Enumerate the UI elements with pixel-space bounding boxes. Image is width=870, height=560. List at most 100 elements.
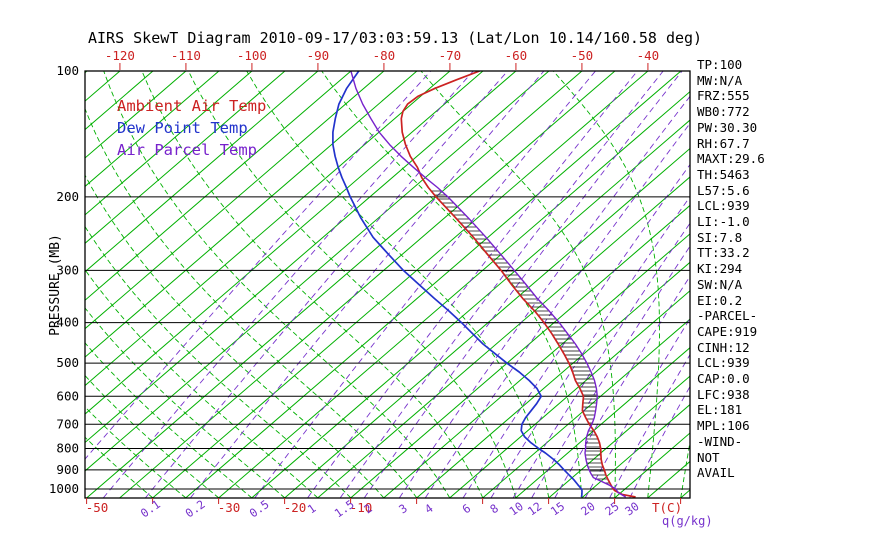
stat-line: MAXT:29.6 (697, 151, 765, 167)
stat-line: EI:0.2 (697, 292, 743, 308)
top-temp-tick-label: -70 (439, 48, 462, 63)
mixing-ratio-line (363, 71, 683, 498)
stat-line: RH:67.7 (697, 135, 750, 151)
moist-adiabat-line (85, 225, 352, 498)
bottom-temp-tick-label: -20 (284, 500, 307, 515)
stat-line: LFC:938 (697, 386, 750, 402)
stats-panel: TP:100 MW:N/A FRZ:555 WB0:772 PW:30.30 RH:67.… (697, 57, 765, 481)
stat-line: -WIND- (697, 433, 743, 449)
mixing-ratio-tick-label: 0.1 (138, 497, 163, 520)
axis-tick-labels: 100 200 300 400 500 600 700 800 900 1000 PRESSURE … (48, 48, 713, 528)
isotherm-line (85, 71, 187, 159)
sounding-curves (332, 71, 636, 498)
stat-line: TH:5463 (697, 166, 750, 182)
mixing-ratio-tick-label: 1 (305, 501, 319, 516)
mixing-ratio-line (254, 71, 596, 498)
curve-dew-point-temp (332, 71, 583, 498)
chart-title: AIRS SkewT Diagram 2010-09-17/03:03:59.1… (88, 29, 703, 47)
legend-dew-point-temp: Dew Point Temp (117, 119, 248, 137)
legend-ambient-air-temp: Ambient Air Temp (117, 97, 267, 115)
top-temp-tick-label: -120 (105, 48, 135, 63)
moist-adiabat-lines (85, 71, 690, 498)
stat-line: SW:N/A (697, 276, 743, 292)
legend-air-parcel-temp: Air Parcel Temp (117, 141, 257, 159)
mixing-ratio-lines (85, 71, 690, 498)
isotherm-line (284, 147, 690, 498)
top-temp-tick-label: -60 (505, 48, 528, 63)
top-temp-tick-label: -100 (237, 48, 267, 63)
moist-adiabat-line (85, 374, 220, 498)
mixing-ratio-line (307, 71, 638, 498)
stat-line: TT:33.2 (697, 245, 750, 261)
moist-adiabat-line (103, 71, 451, 498)
mixing-ratio-tick-label: 25 (602, 499, 621, 518)
mixing-ratio-line (609, 353, 690, 498)
isotherm-line (85, 71, 418, 358)
mixing-ratio-tick-label: 10 (506, 499, 525, 518)
stat-line: LCL:939 (697, 198, 750, 214)
mixing-ratio-line (512, 222, 690, 498)
isotherm-line (548, 375, 690, 498)
isotherm-line (85, 71, 88, 74)
pressure-tick-label: 100 (56, 63, 79, 78)
mixing-ratio-tick-label: 8 (487, 501, 501, 516)
stat-line: MW:N/A (697, 72, 743, 88)
isotherm-line (350, 204, 690, 498)
isotherm-line (85, 71, 319, 273)
mixing-ratio-line (554, 275, 690, 498)
isotherm-line (251, 119, 690, 498)
mixing-ratio-line (102, 71, 474, 498)
curve-air-parcel-temp (350, 71, 627, 498)
isotherm-line (218, 90, 690, 498)
pressure-axis-title: PRESSURE (MB) (48, 234, 63, 336)
pressure-tick-label: 800 (56, 440, 79, 455)
mixing-ratio-line (339, 71, 664, 498)
bottom-temp-tick-label: -50 (86, 500, 109, 515)
top-temp-tick-label: -50 (571, 48, 594, 63)
moist-adiabat-line (85, 107, 418, 498)
isotherm-line (85, 71, 550, 472)
stat-line: KI:294 (697, 261, 743, 277)
mixing-ratio-line (531, 245, 690, 498)
mixing-ratio-tick-label: 30 (622, 499, 641, 518)
isotherm-line (85, 71, 286, 245)
isotherm-line (482, 318, 690, 498)
moist-adiabat-line (141, 71, 484, 498)
moist-adiabat-line (85, 174, 385, 498)
stat-line: MPL:106 (697, 418, 750, 434)
stat-line: SI:7.8 (697, 229, 743, 245)
mixing-ratio-line (629, 385, 690, 498)
pressure-tick-label: 900 (56, 462, 79, 477)
mixing-ratio-line (145, 71, 508, 498)
mixing-ratio-line (85, 71, 432, 460)
pressure-tick-label: 400 (56, 315, 79, 330)
moist-adiabat-line (321, 71, 583, 498)
isotherm-line (85, 71, 451, 387)
isotherm-line (85, 71, 517, 444)
mixing-ratio-tick-label: 6 (460, 501, 474, 516)
isotherm-line (85, 71, 352, 301)
stat-line: LI:-1.0 (697, 214, 750, 230)
isotherm-line (85, 71, 385, 330)
curve-ambient-air-temp (400, 71, 636, 498)
mixing-ratio-line (490, 195, 690, 498)
isotherm-line (185, 71, 682, 498)
isotherm-line (119, 71, 616, 498)
pressure-tick-label: 1000 (49, 481, 79, 496)
top-temp-tick-label: -110 (171, 48, 201, 63)
mixing-ratio-tick-label: 4 (422, 501, 436, 516)
mixing-ratio-tick-label: 0.2 (183, 497, 208, 520)
moist-adiabat-line (85, 269, 319, 498)
stat-line: CINH:12 (697, 339, 750, 355)
mixing-ratio-line (399, 95, 690, 498)
isotherm-line (85, 71, 253, 216)
mixing-ratio-line (424, 122, 690, 498)
moist-adiabat-line (246, 71, 550, 498)
top-temp-tick-label: -40 (637, 48, 660, 63)
bottom-temp-tick-label: -30 (218, 500, 241, 515)
top-temp-tick-label: -90 (307, 48, 330, 63)
isotherm-line (317, 176, 690, 498)
temp-unit-label: T(C) (652, 500, 682, 515)
